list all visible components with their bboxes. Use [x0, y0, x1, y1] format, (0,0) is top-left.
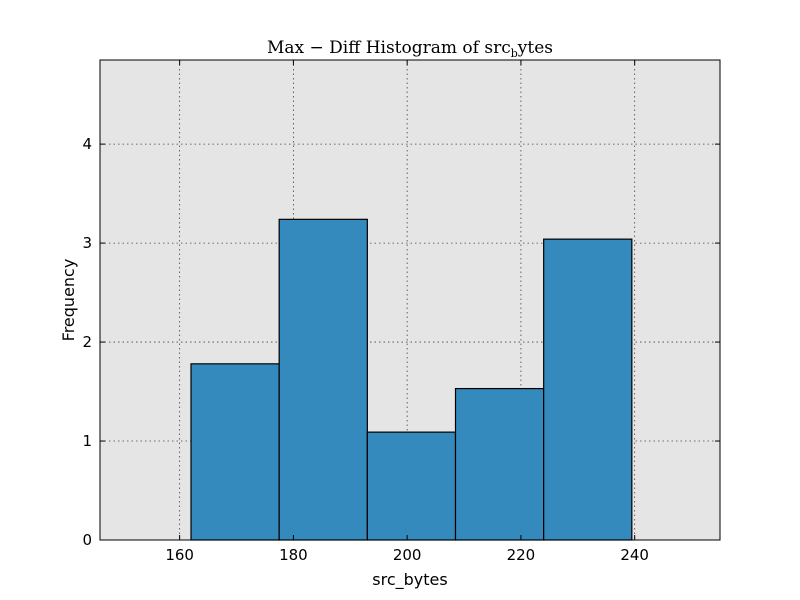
axis-ticks: 160 180 200 220 240 0 1 2 3 4	[82, 60, 720, 564]
x-tick-label: 200	[393, 546, 422, 564]
x-axis-label: src_bytes	[372, 570, 447, 590]
y-tick-label: 0	[82, 531, 92, 549]
histogram-bar	[543, 238, 633, 541]
histogram-bar	[454, 387, 545, 541]
histogram-bar	[366, 431, 457, 541]
y-axis-label: Frequency	[59, 259, 78, 342]
x-tick-label: 180	[279, 546, 308, 564]
y-tick-label: 4	[82, 135, 92, 153]
plot-frame	[99, 59, 721, 541]
x-tick-label: 220	[507, 546, 536, 564]
histogram-bar	[190, 363, 280, 541]
y-tick-label: 1	[82, 432, 92, 450]
y-tick-label: 3	[82, 234, 92, 252]
x-tick-label: 160	[165, 546, 194, 564]
chart-title: Max − Diff Histogram of srcbytes	[267, 38, 553, 60]
histogram-bars	[190, 218, 633, 541]
x-tick-label: 240	[620, 546, 649, 564]
histogram-bar	[278, 218, 368, 541]
y-tick-label: 2	[82, 333, 92, 351]
